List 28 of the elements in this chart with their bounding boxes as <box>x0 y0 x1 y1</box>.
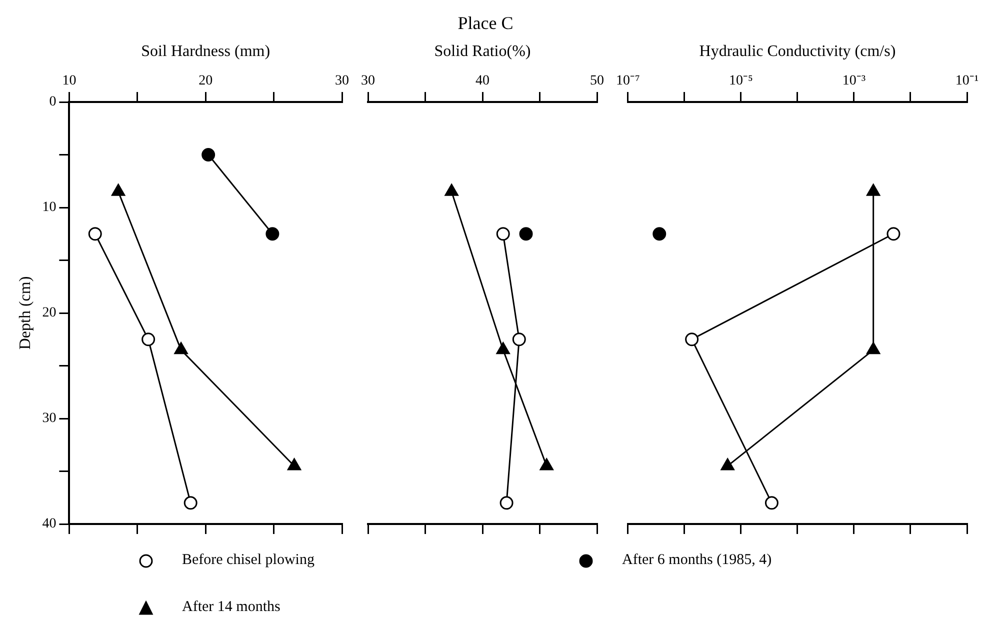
y-tick-label: 20 <box>42 306 56 321</box>
x-axis-title: Soil Hardness (mm) <box>141 42 270 60</box>
point <box>184 496 198 510</box>
x-axis-title: Solid Ratio(%) <box>434 42 531 60</box>
x-tick-label: 10⁻³ <box>842 73 866 88</box>
point <box>142 332 156 346</box>
y-axis-title: Depth (cm) <box>16 276 34 350</box>
y-tick-label: 0 <box>49 94 56 110</box>
x-axis-title: Hydraulic Conductivity (cm/s) <box>699 42 896 60</box>
legend-label: After 6 months (1985, 4) <box>622 552 772 569</box>
x-tick-label: 10⁻⁵ <box>729 73 754 88</box>
x-tick-label: 10⁻¹ <box>955 73 979 88</box>
x-tick-label: 40 <box>476 73 490 88</box>
x-tick-label: 30 <box>361 73 375 88</box>
point <box>202 148 216 162</box>
point <box>266 227 280 241</box>
y-tick-label: 30 <box>42 411 56 426</box>
y-tick-label: 10 <box>42 200 56 216</box>
x-tick-label: 10⁻⁷ <box>616 73 640 88</box>
legend-label: After 14 months <box>182 599 280 616</box>
chart-title: Place C <box>456 12 514 35</box>
x-tick-label: 10 <box>62 73 76 88</box>
y-tick-label: 40 <box>42 516 56 532</box>
point <box>88 227 102 241</box>
x-tick-label: 20 <box>198 73 213 88</box>
x-tick-label: 50 <box>590 73 604 88</box>
x-tick-label: 30 <box>335 73 349 88</box>
legend-label: Before chisel plowing <box>182 552 314 569</box>
